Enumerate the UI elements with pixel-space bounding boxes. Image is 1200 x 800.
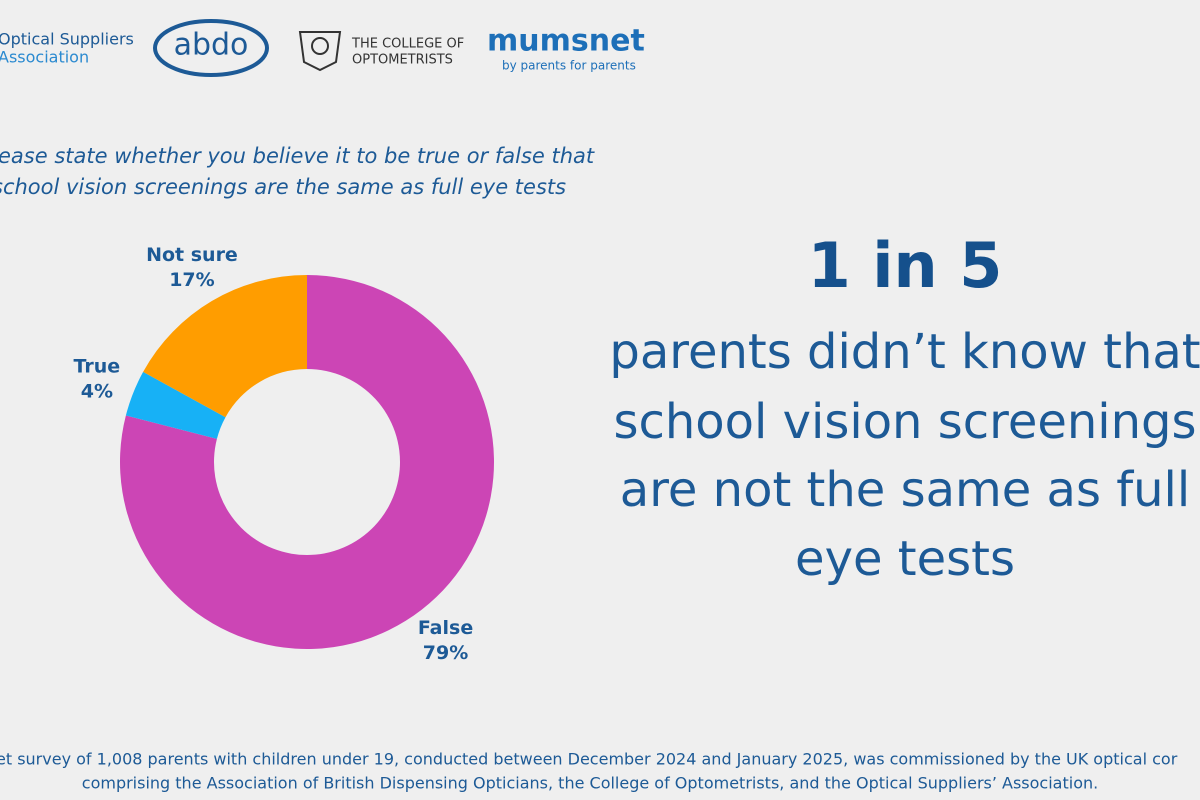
statement-line: parents didn’t know that: [609, 324, 1200, 380]
statement-line: school vision screenings: [613, 394, 1196, 450]
logo-text: OPTOMETRISTS: [352, 53, 453, 68]
chart-title: school vision screenings are the same as…: [0, 175, 566, 199]
value-label: 4%: [81, 380, 113, 402]
footnote-line: et survey of 1,008 parents with children…: [0, 750, 1178, 769]
abdo-ring: [153, 19, 269, 77]
chart-title: ease state whether you believe it to be …: [0, 144, 595, 168]
logo-text: by parents for parents: [502, 59, 636, 73]
footnote-line: comprising the Association of British Di…: [82, 774, 1098, 793]
logo-text: mumsnet: [487, 24, 645, 59]
crest: [298, 31, 342, 72]
category-label: False: [418, 617, 473, 639]
logo-text: Optical Suppliers: [0, 30, 134, 49]
logo-text: THE COLLEGE OF: [351, 37, 464, 52]
category-label: True: [74, 355, 121, 377]
donut-segment: [143, 275, 307, 418]
value-label: 79%: [423, 642, 468, 664]
logo-text: Association: [0, 48, 89, 67]
donut-segment: [120, 275, 494, 649]
logo-text: abdo: [174, 28, 249, 63]
statement-line: eye tests: [795, 531, 1015, 587]
statement-line: are not the same as full: [620, 462, 1190, 518]
statement: parents didn’t know that school vision sc…: [609, 324, 1200, 587]
value-label: 17%: [169, 269, 214, 291]
donut-segment: [125, 371, 226, 439]
donut: False 79% True 4% Not sure 17%: [74, 244, 494, 664]
headline: 1 in 5: [808, 229, 1003, 302]
footnote: et survey of 1,008 parents with children…: [0, 750, 1178, 793]
category-label: Not sure: [146, 244, 238, 266]
